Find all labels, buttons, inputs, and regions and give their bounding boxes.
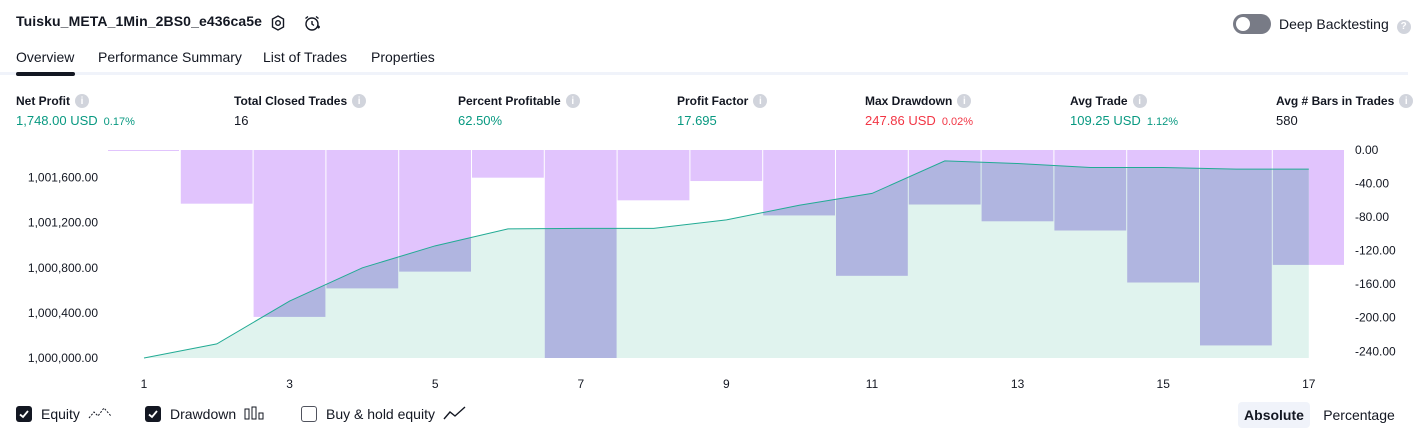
metric-pct-text: 0.17% <box>103 116 135 128</box>
equity-line-icon <box>88 406 112 423</box>
x-axis-tick: 7 <box>577 377 584 391</box>
deep-backtesting-text: Deep Backtesting <box>1279 16 1389 32</box>
tab-list-of-trades[interactable]: List of Trades <box>263 49 348 65</box>
absolute-button[interactable]: Absolute <box>1238 402 1310 428</box>
active-tab-indicator <box>16 72 75 76</box>
buy-hold-line-icon <box>443 405 467 424</box>
help-icon[interactable]: ? <box>1396 19 1411 34</box>
metric-net-profit-label: Net Profit i <box>16 94 89 108</box>
drawdown-bar <box>472 150 544 178</box>
drawdown-bar <box>617 150 690 201</box>
left-axis-tick: 1,000,800.00 <box>28 261 98 275</box>
legend-equity[interactable]: Equity <box>16 404 112 424</box>
percentage-button[interactable]: Percentage <box>1323 407 1395 423</box>
tab-performance-summary[interactable]: Performance Summary <box>98 49 242 65</box>
metric-avg-trade-label: Avg Trade i <box>1070 94 1147 108</box>
tab-divider <box>0 72 1408 75</box>
legend-buy-hold-label: Buy & hold equity <box>326 406 435 422</box>
x-axis-tick: 3 <box>286 377 293 391</box>
metric-pct-text: 1.12% <box>1146 116 1179 128</box>
left-axis-tick: 1,000,000.00 <box>28 351 98 365</box>
metric-total-closed-trades-value: 16 <box>234 113 249 128</box>
deep-backtesting-toggle[interactable] <box>1233 14 1271 34</box>
right-axis-tick: -240.00 <box>1355 344 1396 358</box>
legend-drawdown-label: Drawdown <box>170 406 237 422</box>
equity-checkbox[interactable] <box>16 406 32 422</box>
drawdown-equity-overlap <box>981 160 1054 222</box>
metric-total-closed-trades-label: Total Closed Trades i <box>234 94 367 108</box>
x-axis-tick: 1 <box>141 377 148 391</box>
drawdown-equity-overlap <box>1054 160 1127 231</box>
metric-value-text: 109.25 USD <box>1070 113 1141 128</box>
metric-label-text: Total Closed Trades <box>234 94 348 108</box>
equity-line <box>143 160 1309 359</box>
metric-value-text: 247.86 USD <box>865 113 936 128</box>
metric-percent-profitable-label: Percent Profitable i <box>458 94 580 108</box>
info-icon[interactable]: i <box>957 94 972 108</box>
info-icon[interactable]: i <box>1399 94 1414 108</box>
legend-drawdown[interactable]: Drawdown <box>145 404 266 424</box>
right-axis-tick: -200.00 <box>1355 311 1396 325</box>
drawdown-bar <box>108 150 179 151</box>
right-axis-tick: -80.00 <box>1355 210 1389 224</box>
drawdown-bars-icon <box>244 406 266 423</box>
drawdown-equity-overlap <box>1272 160 1309 265</box>
metric-profit-factor-label: Profit Factor i <box>677 94 768 108</box>
drawdown-equity-overlap <box>1127 160 1199 283</box>
metric-avg-bars-label: Avg # Bars in Trades i <box>1276 94 1414 108</box>
right-axis-tick: 0.00 <box>1355 143 1379 157</box>
info-icon[interactable]: i <box>753 94 768 108</box>
tab-overview[interactable]: Overview <box>16 49 75 65</box>
metric-avg-bars-value: 580 <box>1276 113 1298 128</box>
metric-label-text: Max Drawdown <box>865 94 953 108</box>
right-axis-tick: -120.00 <box>1355 244 1396 258</box>
x-axis-tick: 9 <box>723 377 730 391</box>
metric-avg-trade-value: 109.25 USD 1.12% <box>1070 113 1178 128</box>
x-axis-tick: 5 <box>432 377 439 391</box>
equity-drawdown-chart[interactable]: 1,001,600.00 1,001,200.00 1,000,800.00 1,00… <box>0 140 1424 395</box>
metric-profit-factor-value: 17.695 <box>677 113 717 128</box>
left-axis-tick: 1,001,600.00 <box>28 171 98 185</box>
metric-label-text: Percent Profitable <box>458 94 561 108</box>
metric-pct-text: 0.02% <box>941 116 974 128</box>
drawdown-bar <box>690 150 763 182</box>
info-icon[interactable]: i <box>1132 94 1147 108</box>
left-axis-tick: 1,001,200.00 <box>28 216 98 230</box>
settings-icon[interactable] <box>268 13 288 33</box>
buy-hold-checkbox[interactable] <box>301 406 317 422</box>
right-axis-tick: -40.00 <box>1355 177 1389 191</box>
metric-label-text: Net Profit <box>16 94 70 108</box>
metric-percent-profitable-value: 62.50% <box>458 113 503 128</box>
info-icon[interactable]: i <box>352 94 367 108</box>
deep-backtesting-label: Deep Backtesting ? <box>1279 16 1411 34</box>
legend-equity-label: Equity <box>41 406 80 422</box>
metric-max-drawdown-label: Max Drawdown i <box>865 94 972 108</box>
metric-value-text: 1,748.00 USD <box>16 113 98 128</box>
tab-properties[interactable]: Properties <box>371 49 435 65</box>
x-axis-tick: 11 <box>866 377 879 391</box>
drawdown-bar <box>253 150 326 317</box>
alert-clock-icon[interactable] <box>302 13 322 33</box>
metric-net-profit-value: 1,748.00 USD 0.17% <box>16 113 135 128</box>
x-axis-tick: 13 <box>1011 377 1025 391</box>
right-axis-tick: -160.00 <box>1355 277 1396 291</box>
metric-label-text: Profit Factor <box>677 94 749 108</box>
drawdown-bar <box>180 150 253 204</box>
info-icon[interactable]: i <box>565 94 580 108</box>
drawdown-equity-overlap <box>1200 160 1272 346</box>
x-axis-tick: 17 <box>1302 377 1316 391</box>
info-icon[interactable]: i <box>75 94 89 108</box>
metric-max-drawdown-value: 247.86 USD 0.02% <box>865 113 973 128</box>
left-axis-tick: 1,000,400.00 <box>28 306 98 320</box>
strategy-title: Tuisku_META_1Min_2BS0_e436ca5e <box>16 13 263 29</box>
metric-label-text: Avg # Bars in Trades <box>1276 94 1395 108</box>
x-axis-tick: 15 <box>1157 377 1171 391</box>
legend-buy-hold[interactable]: Buy & hold equity <box>301 404 467 424</box>
toggle-knob <box>1236 17 1250 31</box>
metric-label-text: Avg Trade <box>1070 94 1128 108</box>
drawdown-checkbox[interactable] <box>145 406 161 422</box>
